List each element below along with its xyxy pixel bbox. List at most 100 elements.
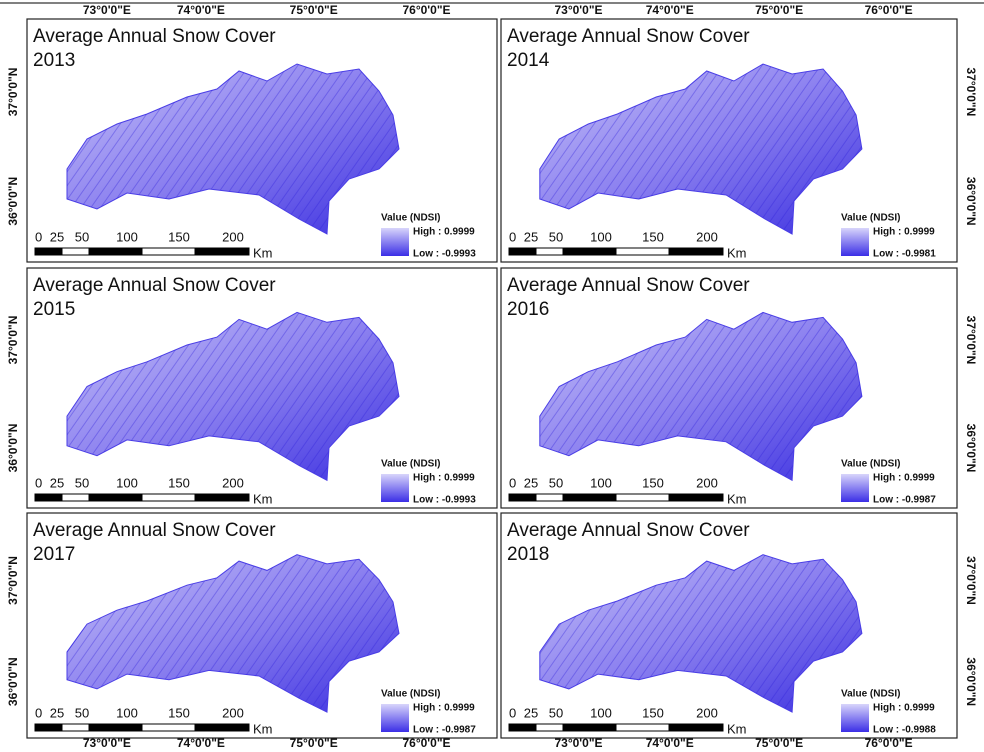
scale-label: 25: [50, 705, 64, 720]
panel-title: Average Annual Snow Cover: [33, 275, 276, 296]
legend-swatch: [381, 228, 409, 256]
scale-label: 100: [116, 705, 138, 720]
scale-bar-segment: [194, 493, 250, 502]
latitude-label: 36°0'0"N: [964, 177, 978, 226]
longitude-label: 74°0'0"E: [177, 736, 225, 750]
longitude-label: 74°0'0"E: [646, 736, 694, 750]
scale-bar-segment: [508, 493, 537, 502]
scale-bar-segment: [61, 723, 90, 732]
scale-label: 100: [590, 705, 612, 720]
scale-bar-segment: [34, 493, 63, 502]
scale-bar-segment: [535, 247, 564, 256]
scale-label: 200: [696, 229, 718, 244]
scale-label: 50: [549, 475, 563, 490]
scale-label: 100: [590, 229, 612, 244]
legend-title: Value (NDSI): [841, 459, 900, 470]
scale-label: 50: [549, 705, 563, 720]
scale-label: 200: [222, 705, 244, 720]
scale-label: 150: [168, 475, 190, 490]
scale-label: 0: [509, 475, 516, 490]
latitude-label: 36°0'0"N: [6, 424, 20, 473]
scale-unit: Km: [253, 245, 273, 260]
legend-title: Value (NDSI): [841, 213, 900, 224]
scale-label: 25: [50, 475, 64, 490]
scale-bar-segment: [194, 723, 250, 732]
latitude-label: 37°0'0"N: [964, 68, 978, 117]
terrain-texture: [539, 312, 862, 481]
legend-low: Low : -0.9981: [873, 249, 936, 260]
map-panel: Average Annual Snow Cover 2015 Value (NDSI…: [26, 267, 498, 509]
scale-bar-segment: [562, 723, 617, 732]
scale-label: 50: [549, 229, 563, 244]
scale-bar-segment: [508, 723, 537, 732]
panel-title: Average Annual Snow Cover: [33, 26, 276, 47]
panel-year: 2015: [33, 299, 75, 320]
longitude-label: 75°0'0"E: [755, 3, 803, 17]
panel-title: Average Annual Snow Cover: [507, 26, 750, 47]
panel-title: Average Annual Snow Cover: [33, 520, 276, 541]
scale-bar-segment: [61, 493, 90, 502]
panel-title: Average Annual Snow Cover: [507, 520, 750, 541]
scale-label: 150: [642, 475, 664, 490]
legend-high: High : 0.9999: [873, 703, 935, 714]
scale-bar-segment: [668, 247, 724, 256]
legend-low: Low : -0.9993: [413, 495, 476, 506]
scale-label: 25: [524, 475, 538, 490]
scale-label: 0: [35, 475, 42, 490]
scale-label: 0: [509, 229, 516, 244]
terrain-texture: [67, 554, 399, 713]
legend-title: Value (NDSI): [381, 689, 440, 700]
latitude-label: 37°0'0"N: [6, 556, 20, 605]
scale-unit: Km: [727, 245, 747, 260]
map-panel: Average Annual Snow Cover 2014 Value (NDSI…: [500, 18, 958, 263]
scale-bar-segment: [141, 723, 196, 732]
scale-unit: Km: [253, 491, 273, 506]
panel-year: 2016: [507, 299, 549, 320]
latitude-label: 37°0'0"N: [964, 556, 978, 605]
longitude-label: 74°0'0"E: [646, 3, 694, 17]
scale-bar-segment: [141, 247, 196, 256]
scale-bar-segment: [535, 493, 564, 502]
scale-label: 50: [75, 475, 89, 490]
legend-high: High : 0.9999: [413, 703, 475, 714]
scale-label: 200: [222, 475, 244, 490]
legend-swatch: [381, 704, 409, 732]
longitude-label: 75°0'0"E: [290, 736, 338, 750]
scale-bar-segment: [562, 493, 617, 502]
scale-label: 100: [590, 475, 612, 490]
scale-label: 200: [696, 475, 718, 490]
latitude-label: 37°0'0"N: [964, 316, 978, 365]
scale-label: 200: [222, 229, 244, 244]
scale-bar-segment: [508, 247, 537, 256]
scale-label: 0: [35, 705, 42, 720]
panel-year: 2018: [507, 544, 549, 565]
panel-year: 2013: [33, 50, 75, 71]
latitude-label: 37°0'0"N: [6, 68, 20, 117]
panel-year: 2014: [507, 50, 550, 71]
terrain-texture: [539, 554, 862, 713]
scale-bar-segment: [61, 247, 90, 256]
legend-swatch: [381, 474, 409, 502]
longitude-label: 76°0'0"E: [865, 736, 913, 750]
scale-label: 150: [642, 229, 664, 244]
map-panel: Average Annual Snow Cover 2013 Value (NDSI…: [26, 18, 498, 263]
scale-label: 50: [75, 229, 89, 244]
scale-label: 200: [696, 705, 718, 720]
scale-bar-segment: [194, 247, 250, 256]
scale-bar-segment: [535, 723, 564, 732]
longitude-label: 75°0'0"E: [755, 736, 803, 750]
scale-label: 0: [509, 705, 516, 720]
legend-low: Low : -0.9987: [873, 495, 936, 506]
scale-bar-segment: [34, 723, 63, 732]
scale-unit: Km: [253, 721, 273, 736]
scale-label: 0: [35, 229, 42, 244]
scale-bar-segment: [88, 247, 143, 256]
map-panel: Average Annual Snow Cover 2018 Value (NDSI…: [500, 512, 958, 739]
legend-title: Value (NDSI): [381, 213, 440, 224]
longitude-label: 76°0'0"E: [402, 736, 450, 750]
longitude-label: 76°0'0"E: [402, 3, 450, 17]
scale-unit: Km: [727, 491, 747, 506]
terrain-texture: [67, 64, 399, 234]
